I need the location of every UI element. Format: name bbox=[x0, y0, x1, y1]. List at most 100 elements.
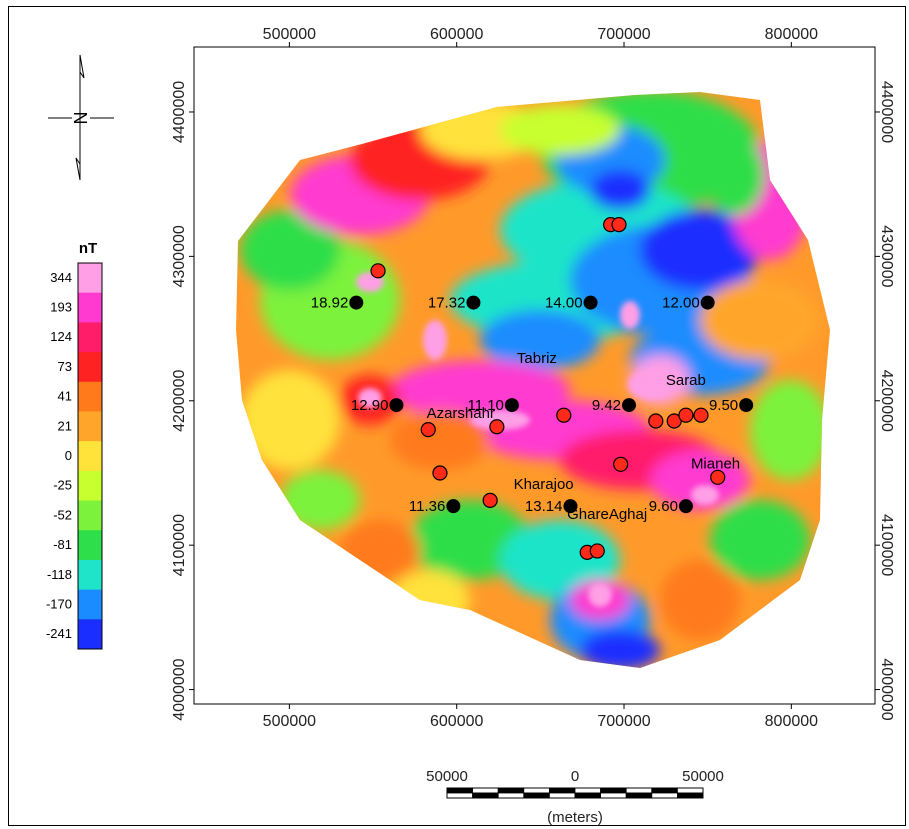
legend-level-label: -118 bbox=[47, 567, 72, 582]
legend-swatch bbox=[78, 381, 102, 412]
station-marker bbox=[349, 295, 364, 310]
station-label: 11.36 bbox=[409, 498, 445, 515]
legend-swatch bbox=[78, 530, 102, 561]
earthquake-marker bbox=[693, 407, 709, 423]
station-marker bbox=[446, 499, 461, 514]
station-marker bbox=[739, 398, 754, 413]
north-letter: N bbox=[71, 112, 91, 125]
station-label: 11.10 bbox=[467, 397, 503, 414]
map-frame bbox=[8, 6, 906, 826]
x-tick-label-bottom: 700000 bbox=[597, 713, 650, 730]
earthquake-marker bbox=[710, 469, 726, 485]
station-marker bbox=[583, 295, 598, 310]
earthquake-marker bbox=[482, 492, 498, 509]
x-tick-label-top: 800000 bbox=[765, 26, 818, 43]
y-axis-left: 4000000 4100000 4200000 4300000 4400000 bbox=[171, 81, 194, 721]
legend-swatch bbox=[78, 470, 102, 502]
x-tick-label-top: 600000 bbox=[430, 26, 483, 43]
city-label: GhareAghaj bbox=[567, 506, 647, 523]
plot-box bbox=[193, 46, 876, 705]
city-label: Sarab bbox=[666, 372, 706, 389]
anomaly-field bbox=[236, 92, 830, 668]
earthquake-marker bbox=[613, 456, 629, 472]
events-layer bbox=[370, 217, 726, 560]
x-tick-label-bottom: 600000 bbox=[430, 713, 483, 730]
legend-swatch bbox=[78, 500, 102, 531]
city-label: Mianeh bbox=[691, 456, 740, 473]
station-marker bbox=[389, 398, 404, 413]
x-axis-bottom: 500000 600000 700000 800000 bbox=[263, 704, 818, 730]
legend-swatch bbox=[78, 322, 102, 353]
legend-level-label: 73 bbox=[58, 359, 72, 374]
y-tick-label-right: 4000000 bbox=[878, 658, 895, 720]
legend-unit: nT bbox=[79, 240, 97, 257]
legend-swatch bbox=[78, 619, 102, 650]
y-tick-label-left: 4100000 bbox=[171, 514, 188, 576]
station-marker bbox=[700, 295, 715, 310]
earthquake-marker bbox=[678, 407, 694, 423]
x-tick-label-top: 700000 bbox=[597, 26, 650, 43]
station-label: 12.00 bbox=[662, 295, 700, 312]
earthquake-marker bbox=[556, 407, 572, 423]
x-tick-label-bottom: 800000 bbox=[765, 713, 818, 730]
legend-level-label: -52 bbox=[53, 507, 72, 522]
station-label: 12.90 bbox=[351, 397, 389, 414]
city-label: Kharajoo bbox=[514, 476, 574, 493]
station-label: 18.92 bbox=[311, 295, 349, 312]
station-marker bbox=[504, 398, 519, 413]
station-label: 9.50 bbox=[709, 397, 738, 414]
color-legend: nT 344 193 124 73 41 21 0 -25 -52 -81 -118 -170 -241 bbox=[46, 240, 103, 650]
station-label: 14.00 bbox=[545, 295, 583, 312]
legend-level-label: 344 bbox=[50, 270, 72, 285]
earthquake-marker bbox=[648, 413, 664, 429]
city-label: Tabriz bbox=[517, 350, 557, 367]
y-tick-label-left: 4200000 bbox=[171, 370, 188, 432]
city-label: Azarshahr bbox=[427, 405, 495, 422]
station-marker bbox=[563, 499, 578, 514]
station-label: 17.32 bbox=[428, 295, 466, 312]
y-tick-label-left: 4400000 bbox=[171, 81, 188, 143]
y-tick-label-right: 4200000 bbox=[878, 370, 895, 432]
earthquake-marker bbox=[489, 419, 505, 435]
scale-label-left: 50000 bbox=[426, 768, 468, 785]
legend-swatch bbox=[78, 559, 102, 591]
station-label: 9.60 bbox=[649, 498, 678, 515]
scale-label-right: 50000 bbox=[682, 768, 724, 785]
cities-layer: Tabriz Sarab Azarshahr Mianeh Kharajoo GhareA… bbox=[427, 350, 741, 523]
station-marker bbox=[678, 499, 693, 514]
x-tick-label-top: 500000 bbox=[263, 26, 316, 43]
legend-swatch bbox=[78, 292, 102, 323]
legend-swatch bbox=[78, 589, 102, 620]
legend-level-label: -241 bbox=[46, 626, 72, 641]
x-axis-top: 500000 600000 700000 800000 bbox=[263, 26, 818, 47]
legend-level-label: 21 bbox=[58, 418, 72, 433]
legend-level-label: 0 bbox=[65, 448, 72, 463]
earthquake-marker bbox=[432, 465, 448, 481]
legend-level-label: -170 bbox=[46, 596, 72, 611]
y-tick-label-left: 4300000 bbox=[171, 225, 188, 287]
x-tick-label-bottom: 500000 bbox=[263, 713, 316, 730]
legend-level-label: 124 bbox=[50, 329, 72, 344]
legend-swatch bbox=[78, 352, 102, 383]
y-tick-label-right: 4100000 bbox=[878, 514, 895, 576]
earthquake-marker bbox=[370, 263, 386, 279]
scale-bar: 50000 0 50000 (meters) bbox=[426, 768, 724, 826]
earthquake-marker bbox=[420, 422, 436, 438]
north-arrow-icon: N bbox=[48, 54, 114, 181]
legend-level-label: -81 bbox=[53, 537, 72, 552]
station-label: 9.42 bbox=[592, 397, 621, 414]
station-marker bbox=[466, 295, 481, 310]
y-tick-label-right: 4300000 bbox=[878, 225, 895, 287]
station-marker bbox=[622, 398, 637, 413]
legend-level-label: -25 bbox=[53, 478, 72, 493]
y-tick-label-left: 4000000 bbox=[171, 658, 188, 720]
station-label: 13.14 bbox=[525, 498, 563, 515]
y-tick-label-right: 4400000 bbox=[878, 81, 895, 143]
scale-label-center: 0 bbox=[571, 768, 579, 785]
legend-swatch bbox=[78, 441, 102, 472]
stations-layer: 18.92 17.32 14.00 12.00 12.90 11.10 9.42 9.50 11… bbox=[311, 295, 754, 515]
earthquake-marker bbox=[589, 543, 605, 559]
earthquake-marker bbox=[611, 217, 627, 233]
legend-swatch bbox=[78, 411, 102, 442]
